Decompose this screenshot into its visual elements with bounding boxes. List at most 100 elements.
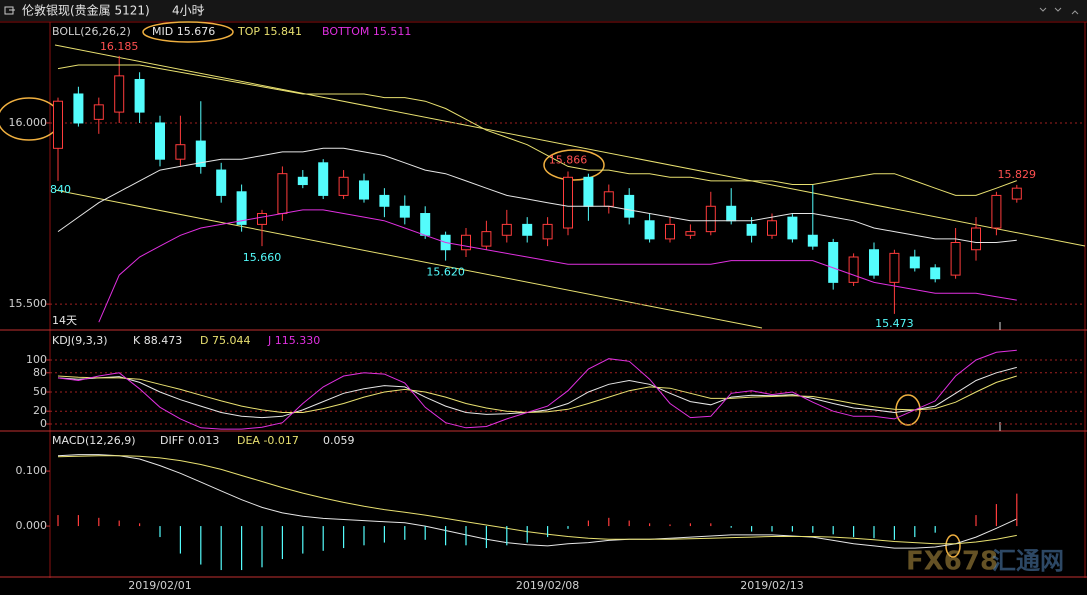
- candle-body: [134, 78, 145, 113]
- candle-body: [481, 231, 492, 247]
- price-annotation: 15.829: [998, 168, 1037, 181]
- candle-body: [175, 144, 186, 160]
- y-tick-label: 0.100: [16, 464, 48, 477]
- candle-body: [807, 234, 818, 247]
- legend-entry: MID 15.676: [152, 25, 215, 38]
- highlight-circles: [0, 21, 961, 558]
- legend-entry: 0.059: [323, 434, 355, 447]
- indicator-line: [57, 375, 1017, 414]
- candle-body: [522, 223, 533, 236]
- period-chevron[interactable]: [197, 8, 205, 13]
- candle-body: [603, 191, 614, 207]
- legend-entry: BOTTOM 15.511: [322, 25, 411, 38]
- y-tick-label: 80: [33, 366, 47, 379]
- candle-body: [93, 104, 104, 120]
- candle-body: [767, 220, 777, 236]
- candle-body: [277, 173, 288, 215]
- panel-title: MACD(12,26,9): [52, 434, 136, 447]
- window-controls[interactable]: [1039, 7, 1079, 15]
- candle-body: [950, 242, 961, 276]
- candle-body: [114, 75, 125, 113]
- panel-title: BOLL(26,26,2): [52, 25, 131, 38]
- y-tick-label: 100: [26, 353, 47, 366]
- candle-body: [297, 176, 308, 186]
- y-tick-label: 16.000: [9, 116, 48, 129]
- watermark: FX678: [906, 547, 998, 577]
- price-annotation: 840: [50, 183, 71, 196]
- candle-body: [665, 223, 675, 240]
- candle-body: [155, 122, 165, 160]
- price-annotation: 16.185: [100, 40, 139, 53]
- price-annotation: 15.660: [243, 251, 282, 264]
- highlight: [543, 149, 605, 181]
- legend-entry: D 75.044: [200, 334, 250, 347]
- symbol: 伦敦银现(贵金属 5121): [22, 3, 150, 18]
- trend-line: [54, 44, 1086, 247]
- highlight: [142, 21, 234, 43]
- price-annotation: 15.620: [426, 266, 465, 279]
- candle-body: [624, 194, 635, 218]
- candle-body: [359, 180, 369, 200]
- y-tick-label: 0: [40, 417, 47, 430]
- candle-body: [563, 176, 573, 229]
- candle-body: [53, 100, 63, 149]
- indicator-line: [57, 366, 1017, 419]
- candle-body: [257, 213, 267, 225]
- legend-entry: TOP 15.841: [237, 25, 302, 38]
- candle-body: [705, 205, 716, 233]
- legend-entry: J 115.330: [267, 334, 320, 347]
- indicator-line: [57, 454, 1018, 549]
- candle-body: [644, 220, 655, 240]
- candle-body: [318, 162, 329, 196]
- y-tick-label: 20: [33, 404, 47, 417]
- candle-body: [461, 234, 471, 251]
- indicator-line: [57, 349, 1017, 430]
- candle-body: [828, 242, 839, 283]
- period[interactable]: 4小时: [172, 4, 204, 18]
- legend-entry: DEA -0.017: [237, 434, 299, 447]
- legend-entry: K 88.473: [133, 334, 182, 347]
- x-tick-label: 2019/02/01: [128, 579, 191, 592]
- indicator-line: [57, 64, 1017, 196]
- price-annotation: 15.866: [549, 154, 588, 167]
- candle-body: [869, 249, 879, 276]
- watermark: 汇通网: [992, 547, 1064, 575]
- y-tick-label: 0.000: [16, 519, 48, 532]
- candle-body: [909, 256, 920, 269]
- candle-body: [889, 252, 900, 283]
- x-tick-label: 2019/02/08: [516, 579, 579, 592]
- candle-body: [73, 93, 84, 124]
- candle-body: [991, 194, 1002, 229]
- candle-body: [399, 205, 410, 218]
- legend-entry: DIFF 0.013: [160, 434, 219, 447]
- highlight: [945, 534, 961, 558]
- candle-body: [338, 176, 349, 196]
- candle-body: [971, 227, 981, 251]
- candle-body: [787, 216, 798, 240]
- candle-body: [930, 267, 941, 280]
- price-annotation: 15.473: [875, 317, 914, 330]
- indicator-line: [98, 209, 1017, 323]
- candle-body: [685, 231, 696, 236]
- trend-line: [54, 189, 763, 329]
- candle-body: [420, 213, 431, 236]
- candle-body: [236, 191, 247, 225]
- candle-body: [1011, 187, 1022, 200]
- candle-body: [542, 223, 553, 240]
- indicator-line: [57, 455, 1017, 545]
- candle-body: [848, 256, 859, 283]
- header-bar: [0, 0, 1087, 21]
- candle-body: [583, 176, 594, 207]
- x-tick-label: 2019/02/13: [740, 579, 803, 592]
- candle-body: [379, 194, 390, 207]
- trend-lines: [54, 44, 1086, 329]
- header-icon: [4, 6, 15, 15]
- panel-title: KDJ(9,3,3): [52, 334, 108, 347]
- y-tick-label: 15.500: [9, 297, 48, 310]
- candle-body: [195, 140, 206, 167]
- candle-body: [726, 205, 737, 222]
- y-tick-label: 50: [33, 385, 47, 398]
- candle-body: [501, 223, 512, 236]
